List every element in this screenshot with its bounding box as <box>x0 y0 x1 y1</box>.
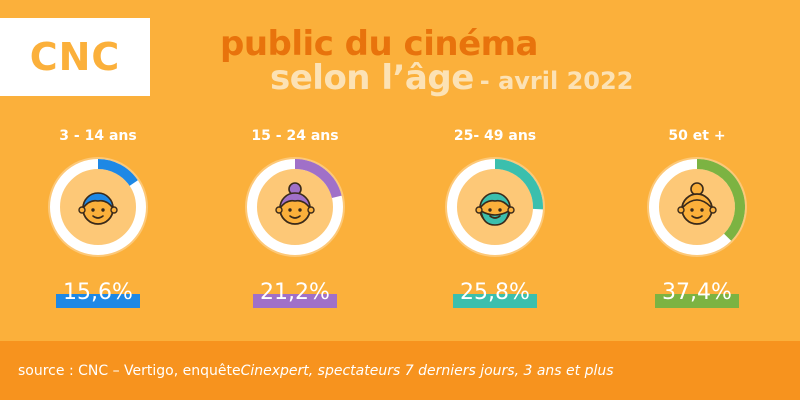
percent-bar <box>453 294 537 308</box>
donut-slice <box>494 159 543 210</box>
age-group-label: 25- 49 ans <box>453 128 537 144</box>
title-date: - avril 2022 <box>479 67 634 95</box>
age-group-label: 50 et + <box>668 128 726 144</box>
donut-slice <box>294 159 342 199</box>
boy-face-icon <box>78 192 118 225</box>
elderly-woman-face-icon <box>677 182 717 225</box>
donut-slice <box>696 159 745 241</box>
percent-label: 37,4% <box>662 280 732 305</box>
donut-chart <box>647 157 747 257</box>
donut-slice <box>97 159 138 187</box>
source-italic: Cinexpert, spectateurs 7 derniers jours,… <box>240 362 614 379</box>
percent-label: 25,8% <box>460 280 530 305</box>
percent-bar <box>655 294 739 308</box>
title-line-2: selon l’âge - avril 2022 <box>270 58 633 98</box>
title-line-1: public du cinéma <box>220 24 539 64</box>
age-group-label: 3 - 14 ans <box>59 128 137 144</box>
woman-bun-face-icon <box>275 182 315 225</box>
percent-label: 21,2% <box>260 280 330 305</box>
cnc-logo: CNC <box>0 18 150 96</box>
donut-chart <box>445 157 545 257</box>
percent-bar <box>253 294 337 308</box>
percent-label: 15,6% <box>63 280 133 305</box>
source-prefix: source : CNC – Vertigo, enquête <box>18 362 241 379</box>
bearded-man-face-icon <box>475 192 515 226</box>
logo-text: CNC <box>29 35 121 79</box>
percent-bar <box>56 294 140 308</box>
donut-chart <box>245 157 345 257</box>
age-group-label: 15 - 24 ans <box>251 128 339 144</box>
donut-chart <box>48 157 148 257</box>
source-footer: source : CNC – Vertigo, enquête Cinexper… <box>0 341 800 400</box>
title-age: selon l’âge <box>270 58 474 98</box>
